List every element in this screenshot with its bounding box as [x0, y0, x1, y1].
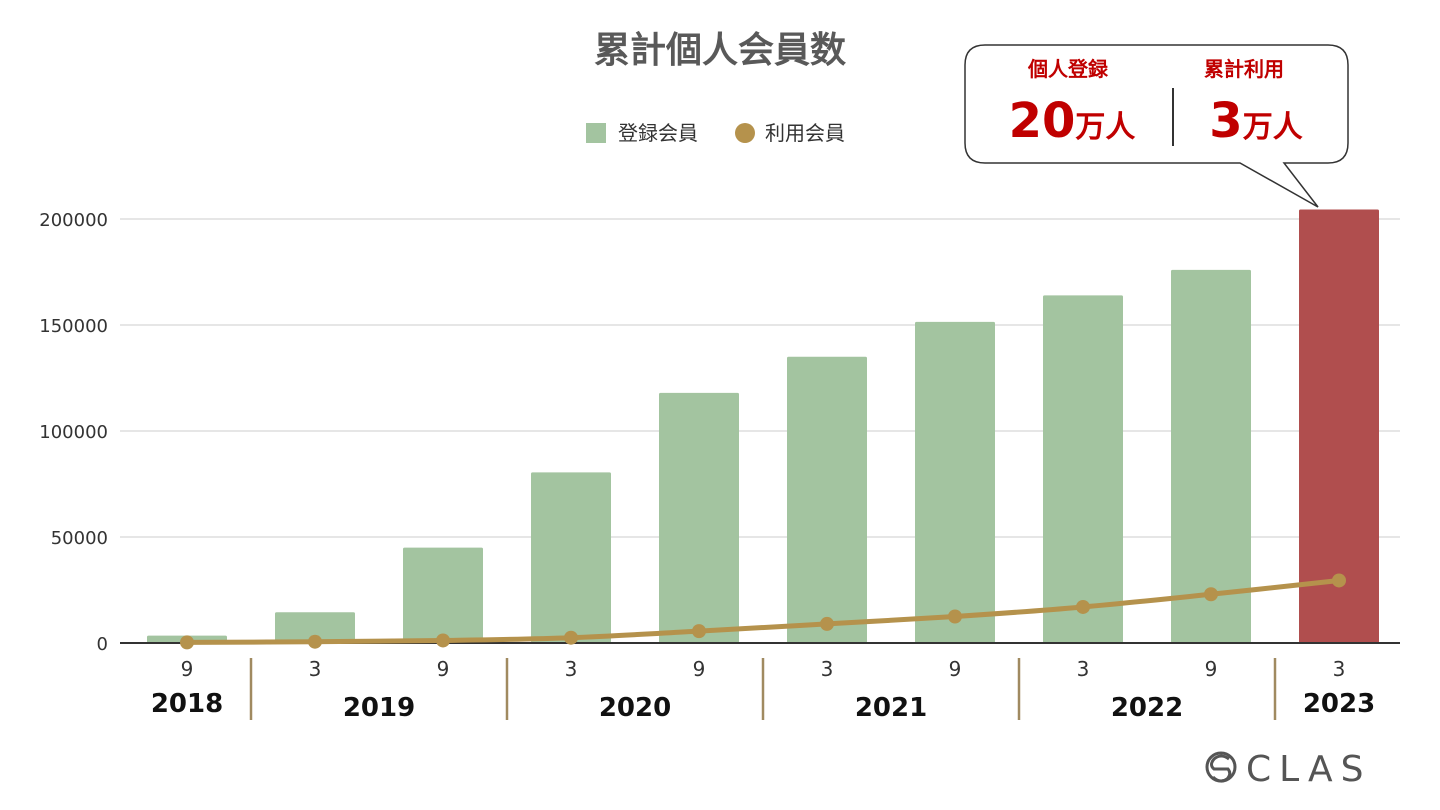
x-tick-label: 3	[565, 657, 578, 681]
year-label: 2023	[1303, 689, 1375, 719]
x-tick-label: 3	[1333, 657, 1346, 681]
bar	[403, 547, 483, 643]
callout-left-value: 20万人	[1009, 93, 1136, 149]
callout-right-label: 累計利用	[1204, 57, 1284, 81]
callout-right-value: 3万人	[1209, 93, 1302, 149]
x-tick-label: 9	[437, 657, 450, 681]
bar	[1299, 209, 1379, 643]
bar	[787, 356, 867, 643]
y-tick-label: 0	[97, 634, 108, 655]
line-point	[820, 616, 834, 631]
line-point	[948, 609, 962, 624]
y-tick-label: 200000	[39, 210, 108, 231]
bar	[659, 392, 739, 643]
line-point	[180, 635, 194, 650]
callout-left-number: 20	[1009, 93, 1076, 149]
year-label: 2021	[855, 693, 927, 723]
callout-left-unit: 万人	[1075, 110, 1135, 145]
bar	[531, 472, 611, 643]
legend-label-registered: 登録会員	[618, 121, 698, 145]
callout-right-number: 3	[1209, 93, 1242, 149]
bar	[1171, 269, 1251, 643]
y-axis: 0 50000 100000 150000 200000	[39, 210, 108, 655]
x-tick-label: 3	[309, 657, 322, 681]
chart-title: 累計個人会員数	[594, 30, 846, 71]
line-point	[1204, 587, 1218, 602]
bar	[915, 321, 995, 643]
x-tick-label: 9	[181, 657, 194, 681]
year-label: 2019	[343, 693, 415, 723]
clas-logo-icon	[1205, 751, 1237, 783]
year-label: 2020	[599, 693, 671, 723]
line-point	[436, 633, 450, 648]
year-label: 2018	[151, 689, 223, 719]
line-point	[308, 634, 322, 649]
legend-label-active: 利用会員	[765, 121, 845, 145]
callout-left-label: 個人登録	[1027, 57, 1109, 81]
bar	[1043, 295, 1123, 643]
logo-text: CLAS	[1246, 749, 1372, 790]
bars	[147, 209, 1379, 643]
x-tick-label: 9	[693, 657, 706, 681]
y-tick-label: 100000	[39, 422, 108, 443]
line-point	[1076, 599, 1090, 614]
legend-swatch-registered	[586, 123, 606, 143]
x-tick-label: 3	[821, 657, 834, 681]
legend: 登録会員 利用会員	[586, 121, 845, 145]
legend-swatch-active	[735, 123, 755, 143]
x-tick-label: 3	[1077, 657, 1090, 681]
bar	[275, 612, 355, 643]
line-point	[692, 624, 706, 639]
callout-right-unit: 万人	[1243, 110, 1303, 145]
line-point	[564, 630, 578, 645]
logo: CLAS	[1205, 749, 1372, 790]
line-point	[1332, 573, 1346, 588]
x-tick-label: 9	[949, 657, 962, 681]
callout: 個人登録 20万人 累計利用 3万人	[964, 44, 1349, 208]
year-label: 2022	[1111, 693, 1183, 723]
y-tick-label: 150000	[39, 316, 108, 337]
callout-box	[964, 44, 1349, 208]
x-axis: 9 3 9 3 9 3 9 3 9 3 2018 2019 2020 2021 2022 2023	[151, 657, 1375, 723]
series-line	[184, 577, 1342, 645]
line-series	[180, 573, 1346, 650]
x-tick-label: 9	[1205, 657, 1218, 681]
y-tick-label: 50000	[51, 528, 108, 549]
